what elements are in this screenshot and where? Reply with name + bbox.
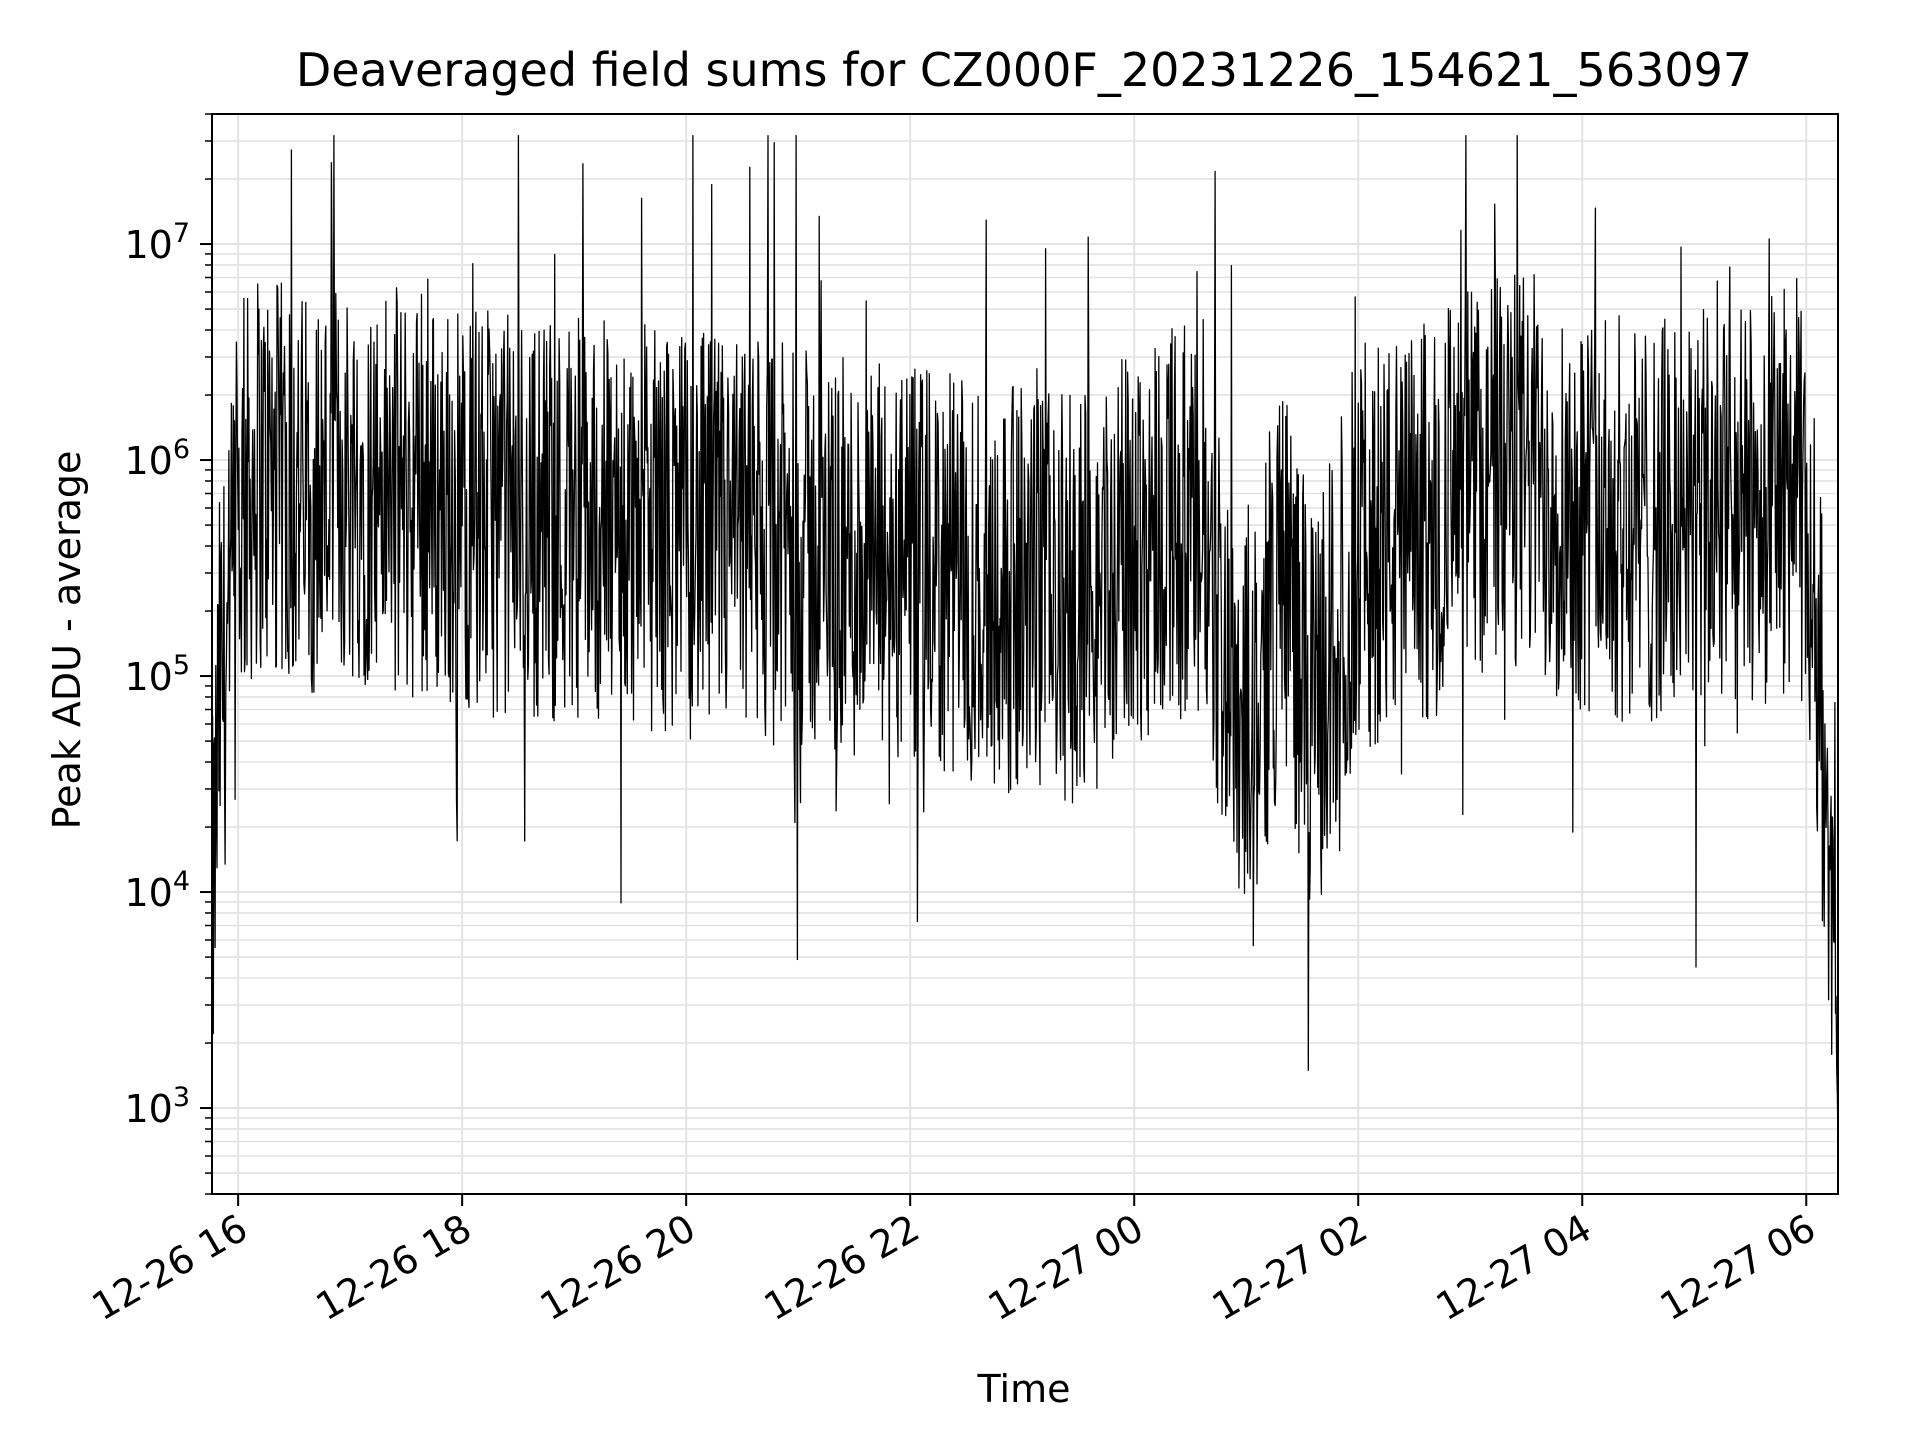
x-axis-label: Time: [977, 1367, 1071, 1411]
x-tick-label: 12-26 22: [757, 1206, 927, 1330]
x-tick-label: 12-27 00: [981, 1206, 1151, 1330]
series-line: [211, 134, 1839, 1145]
x-tick-label: 12-26 16: [85, 1206, 255, 1330]
x-tick-label: 12-27 04: [1429, 1206, 1599, 1330]
y-tick-label: 106: [124, 434, 190, 483]
y-axis-label: Peak ADU - average: [45, 451, 89, 830]
y-tick-label: 103: [124, 1082, 190, 1131]
y-tick-label: 107: [124, 218, 190, 267]
x-tick-label: 12-26 20: [533, 1206, 703, 1330]
y-tick-label: 104: [124, 866, 190, 915]
data-series: [211, 134, 1839, 1145]
plot-frame: [211, 113, 1839, 1195]
x-tick-label: 12-26 18: [309, 1206, 479, 1330]
y-tick-label: 105: [124, 650, 190, 699]
x-tick-label: 12-27 06: [1653, 1206, 1823, 1330]
chart-title: Deaveraged field sums for CZ000F_2023122…: [296, 43, 1752, 97]
x-tick-label: 12-27 02: [1205, 1206, 1375, 1330]
grid-lines: [212, 113, 1838, 1195]
